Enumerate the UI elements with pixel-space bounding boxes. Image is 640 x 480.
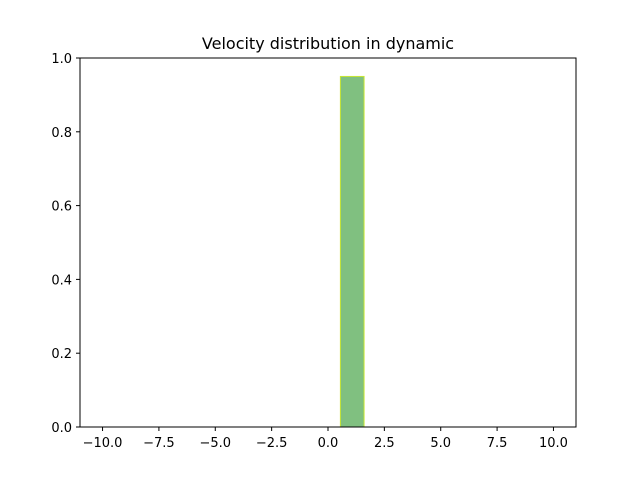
- x-tick-label: −2.5: [256, 436, 288, 451]
- x-tick-label: 7.5: [487, 436, 508, 451]
- y-tick-label: 0.4: [51, 273, 72, 288]
- y-axis-ticks: 0.0 0.2 0.4 0.6 0.8 1.0: [51, 52, 80, 436]
- plot-area-frame: [79, 57, 577, 428]
- histogram-bar: [339, 75, 365, 428]
- x-tick-label: −7.5: [143, 436, 175, 451]
- y-tick-label: 0.0: [51, 421, 72, 436]
- x-tick-label: 10.0: [539, 436, 568, 451]
- y-tick-label: 0.2: [51, 347, 72, 362]
- bars-layer: [339, 75, 365, 428]
- y-tick-label: 0.6: [51, 200, 72, 215]
- y-tick-label: 1.0: [51, 52, 72, 67]
- x-axis-ticks: −10.0 −7.5 −5.0 −2.5 0.0 2.5 5.0 7.5 10.0: [83, 427, 568, 451]
- x-tick-label: 0.0: [318, 436, 339, 451]
- chart-title: Velocity distribution in dynamic: [202, 34, 454, 53]
- x-tick-label: −5.0: [199, 436, 231, 451]
- x-tick-label: 2.5: [374, 436, 395, 451]
- x-tick-label: 5.0: [430, 436, 451, 451]
- x-tick-label: −10.0: [83, 436, 123, 451]
- y-tick-label: 0.8: [51, 126, 72, 141]
